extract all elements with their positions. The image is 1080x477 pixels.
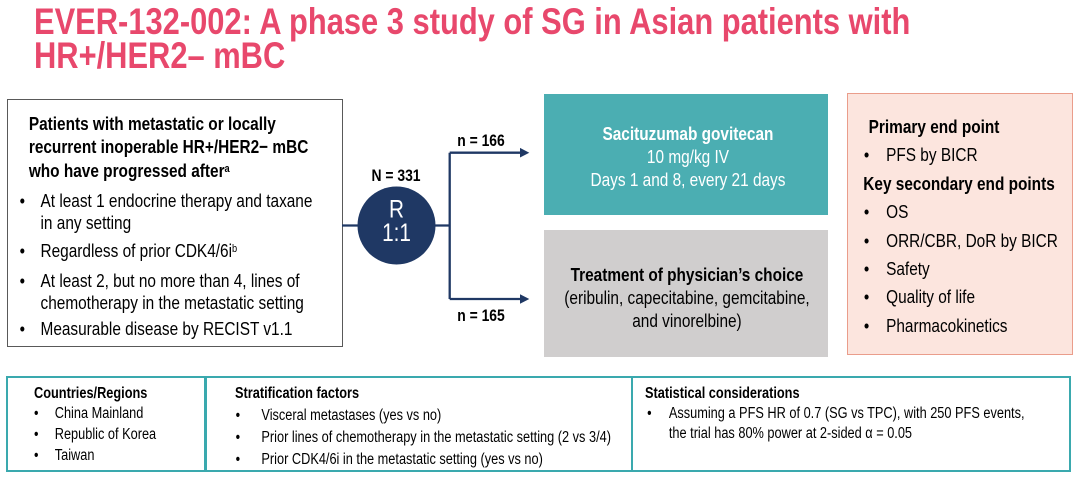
svg-text:R: R — [389, 195, 404, 223]
svg-text:1:1: 1:1 — [382, 218, 411, 246]
